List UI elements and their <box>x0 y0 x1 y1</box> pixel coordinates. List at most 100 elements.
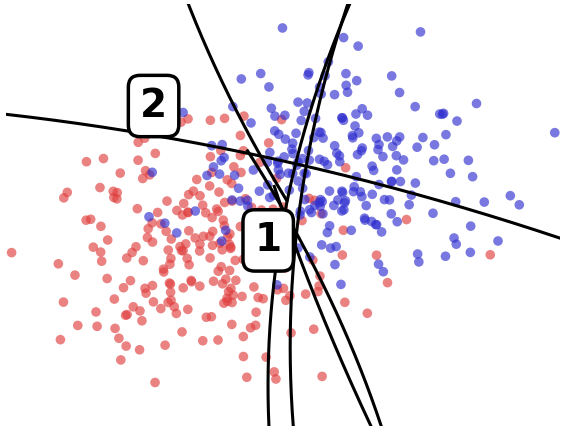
Point <box>166 289 175 296</box>
Point <box>177 247 186 254</box>
Point <box>230 172 239 179</box>
Point <box>288 140 297 147</box>
Point <box>251 322 260 329</box>
Point <box>299 170 308 177</box>
Point <box>354 43 363 49</box>
Point <box>452 241 461 248</box>
Point <box>110 296 119 303</box>
Point <box>263 181 272 188</box>
Point <box>383 133 392 140</box>
Point <box>207 142 216 149</box>
Point <box>303 71 312 78</box>
Point <box>331 261 340 268</box>
Point <box>441 131 451 138</box>
Point <box>308 257 318 264</box>
Point <box>395 133 404 140</box>
Point <box>316 210 325 217</box>
Point <box>305 157 314 163</box>
Point <box>324 58 333 65</box>
Point <box>220 199 229 206</box>
Point <box>281 264 290 271</box>
Point <box>451 198 460 205</box>
Point <box>318 373 327 380</box>
Point <box>338 114 347 121</box>
Point <box>254 294 263 301</box>
Point <box>195 248 204 255</box>
Point <box>187 277 196 284</box>
Point <box>387 178 396 185</box>
Point <box>122 343 131 350</box>
Point <box>224 288 233 295</box>
Point <box>259 295 268 302</box>
Point <box>293 245 302 252</box>
Point <box>225 241 234 248</box>
Point <box>472 100 481 107</box>
Point <box>138 175 147 182</box>
Point <box>138 317 147 324</box>
Point <box>380 196 389 203</box>
Point <box>96 249 105 255</box>
Point <box>350 123 359 129</box>
Point <box>216 240 225 247</box>
Point <box>430 141 439 148</box>
Point <box>122 255 131 261</box>
Point <box>156 305 165 312</box>
Point <box>357 193 366 200</box>
Point <box>215 171 224 178</box>
Point <box>226 285 235 292</box>
Point <box>315 84 324 91</box>
Point <box>92 308 101 315</box>
Point <box>177 119 186 126</box>
Point <box>195 192 204 199</box>
Point <box>329 202 338 209</box>
Point <box>270 127 279 134</box>
Point <box>213 208 222 215</box>
Point <box>201 314 211 321</box>
Point <box>352 173 361 180</box>
Point <box>246 120 255 126</box>
Point <box>348 135 357 141</box>
Point <box>273 245 282 252</box>
Point <box>414 258 423 265</box>
Point <box>54 261 63 267</box>
Point <box>278 203 288 210</box>
Point <box>280 154 289 160</box>
Point <box>166 297 175 304</box>
Point <box>396 178 405 185</box>
Point <box>452 118 461 125</box>
Point <box>165 280 174 286</box>
Point <box>216 147 225 154</box>
Point <box>371 221 380 228</box>
Point <box>126 277 135 284</box>
Point <box>358 144 367 151</box>
Point <box>56 336 65 343</box>
Point <box>109 188 118 195</box>
Point <box>339 117 348 124</box>
Point <box>162 228 171 235</box>
Point <box>316 91 325 98</box>
Point <box>183 306 192 313</box>
Point <box>278 241 288 248</box>
Point <box>372 135 381 142</box>
Point <box>256 261 265 268</box>
Point <box>274 166 283 173</box>
Point <box>166 255 175 262</box>
Point <box>272 175 281 182</box>
Point <box>149 298 158 305</box>
Point <box>285 187 294 194</box>
Point <box>261 226 270 233</box>
Point <box>388 143 397 150</box>
Point <box>418 134 427 141</box>
Point <box>407 192 416 199</box>
Point <box>269 369 278 375</box>
Point <box>305 69 314 76</box>
Point <box>395 89 404 96</box>
Point <box>220 115 229 122</box>
Point <box>170 303 179 310</box>
Point <box>269 192 278 199</box>
Point <box>286 329 295 336</box>
Point <box>301 196 310 203</box>
Point <box>141 167 150 174</box>
Point <box>258 236 267 243</box>
Point <box>341 197 350 204</box>
